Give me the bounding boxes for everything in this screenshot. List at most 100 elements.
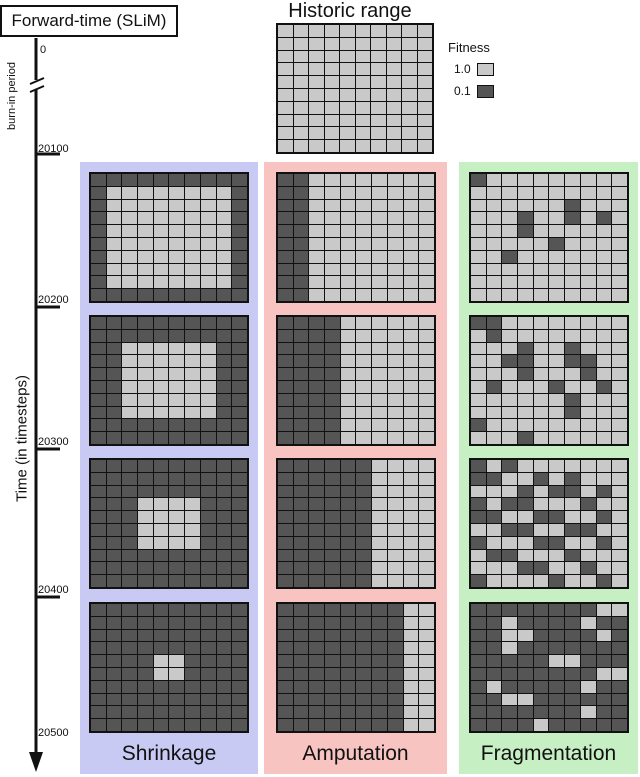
grid-cell <box>106 393 122 406</box>
grid-cell <box>549 212 565 225</box>
grid-cell <box>122 393 138 406</box>
grid-cell <box>293 472 309 485</box>
grid-cell <box>386 25 401 37</box>
grid-cell <box>565 419 580 432</box>
grid-cell <box>278 524 293 536</box>
grid-cell <box>122 604 138 616</box>
grid-cell <box>518 498 533 511</box>
grid-cell <box>340 50 355 63</box>
grid-cell <box>371 89 386 101</box>
grid-cell <box>372 368 387 380</box>
tick-label-20100: 20100 <box>38 143 69 155</box>
grid-cell <box>486 616 502 629</box>
grid-cell <box>185 355 200 368</box>
grid-cell <box>549 368 565 380</box>
grid-cell <box>356 498 372 511</box>
grid-cell <box>340 276 356 289</box>
grid-cell <box>309 199 325 212</box>
grid-cell <box>596 693 612 706</box>
grid-cell <box>372 511 387 523</box>
grid-cell <box>106 511 122 523</box>
grid-cell <box>325 549 340 562</box>
grid-cell <box>232 317 247 329</box>
grid-cell <box>324 76 339 88</box>
grid-cell <box>153 655 169 667</box>
grid-cell <box>403 706 419 719</box>
grid-cell <box>471 604 486 616</box>
grid-cell <box>417 140 432 152</box>
fragmentation-grid-20400 <box>469 602 629 733</box>
grid-cell <box>340 655 356 667</box>
grid-cell <box>580 719 596 731</box>
grid-cell <box>502 485 518 498</box>
grid-cell <box>419 616 434 629</box>
grid-cell <box>185 460 200 472</box>
grid-cell <box>138 238 153 250</box>
time-axis <box>29 38 60 772</box>
grid-cell <box>486 174 502 186</box>
grid-cell <box>596 225 612 237</box>
grid-cell <box>612 498 627 511</box>
grid-cell <box>549 355 565 368</box>
grid-cell <box>309 381 325 393</box>
grid-cell <box>580 419 596 432</box>
grid-cell <box>355 76 370 88</box>
grid-cell <box>387 575 403 587</box>
grid-cell <box>340 37 355 50</box>
grid-cell <box>356 263 372 276</box>
grid-cell <box>138 719 153 731</box>
grid-cell <box>533 317 549 329</box>
grid-cell <box>325 629 340 642</box>
grid-cell <box>372 317 387 329</box>
grid-cell <box>122 719 138 731</box>
grid-cell <box>403 419 419 432</box>
grid-cell <box>565 225 580 237</box>
grid-cell <box>356 289 372 301</box>
grid-cell <box>106 575 122 587</box>
grid-cell <box>565 668 580 680</box>
grid-cell <box>106 719 122 731</box>
grid-cell <box>185 511 200 523</box>
grid-cell <box>486 549 502 562</box>
grid-cell <box>372 263 387 276</box>
grid-cell <box>153 212 169 225</box>
grid-cell <box>185 317 200 329</box>
grid-cell <box>91 629 106 642</box>
grid-cell <box>612 174 627 186</box>
grid-cell <box>153 460 169 472</box>
grid-cell <box>325 524 340 536</box>
grid-cell <box>419 174 434 186</box>
grid-cell <box>185 174 200 186</box>
grid-cell <box>216 642 232 655</box>
grid-cell <box>518 393 533 406</box>
grid-cell <box>355 127 370 140</box>
grid-cell <box>502 549 518 562</box>
grid-cell <box>533 680 549 693</box>
grid-cell <box>153 174 169 186</box>
grid-cell <box>293 706 309 719</box>
grid-cell <box>518 432 533 444</box>
grid-cell <box>565 616 580 629</box>
grid-cell <box>200 250 216 263</box>
grid-cell <box>580 406 596 419</box>
grid-cell <box>417 25 432 37</box>
legend-swatch-low <box>476 84 494 98</box>
grid-cell <box>549 225 565 237</box>
grid-cell <box>91 604 106 616</box>
grid-cell <box>309 76 324 88</box>
grid-cell <box>138 706 153 719</box>
grid-cell <box>533 212 549 225</box>
grid-cell <box>216 212 232 225</box>
grid-cell <box>533 485 549 498</box>
grid-cell <box>340 89 355 101</box>
grid-cell <box>340 485 356 498</box>
grid-cell <box>340 140 355 152</box>
grid-cell <box>471 472 486 485</box>
grid-cell <box>549 263 565 276</box>
grid-cell <box>580 562 596 575</box>
fragmentation-grid-20200 <box>469 315 629 446</box>
grid-cell <box>293 406 309 419</box>
grid-cell <box>138 342 153 355</box>
grid-cell <box>278 680 293 693</box>
grid-cell <box>200 432 216 444</box>
